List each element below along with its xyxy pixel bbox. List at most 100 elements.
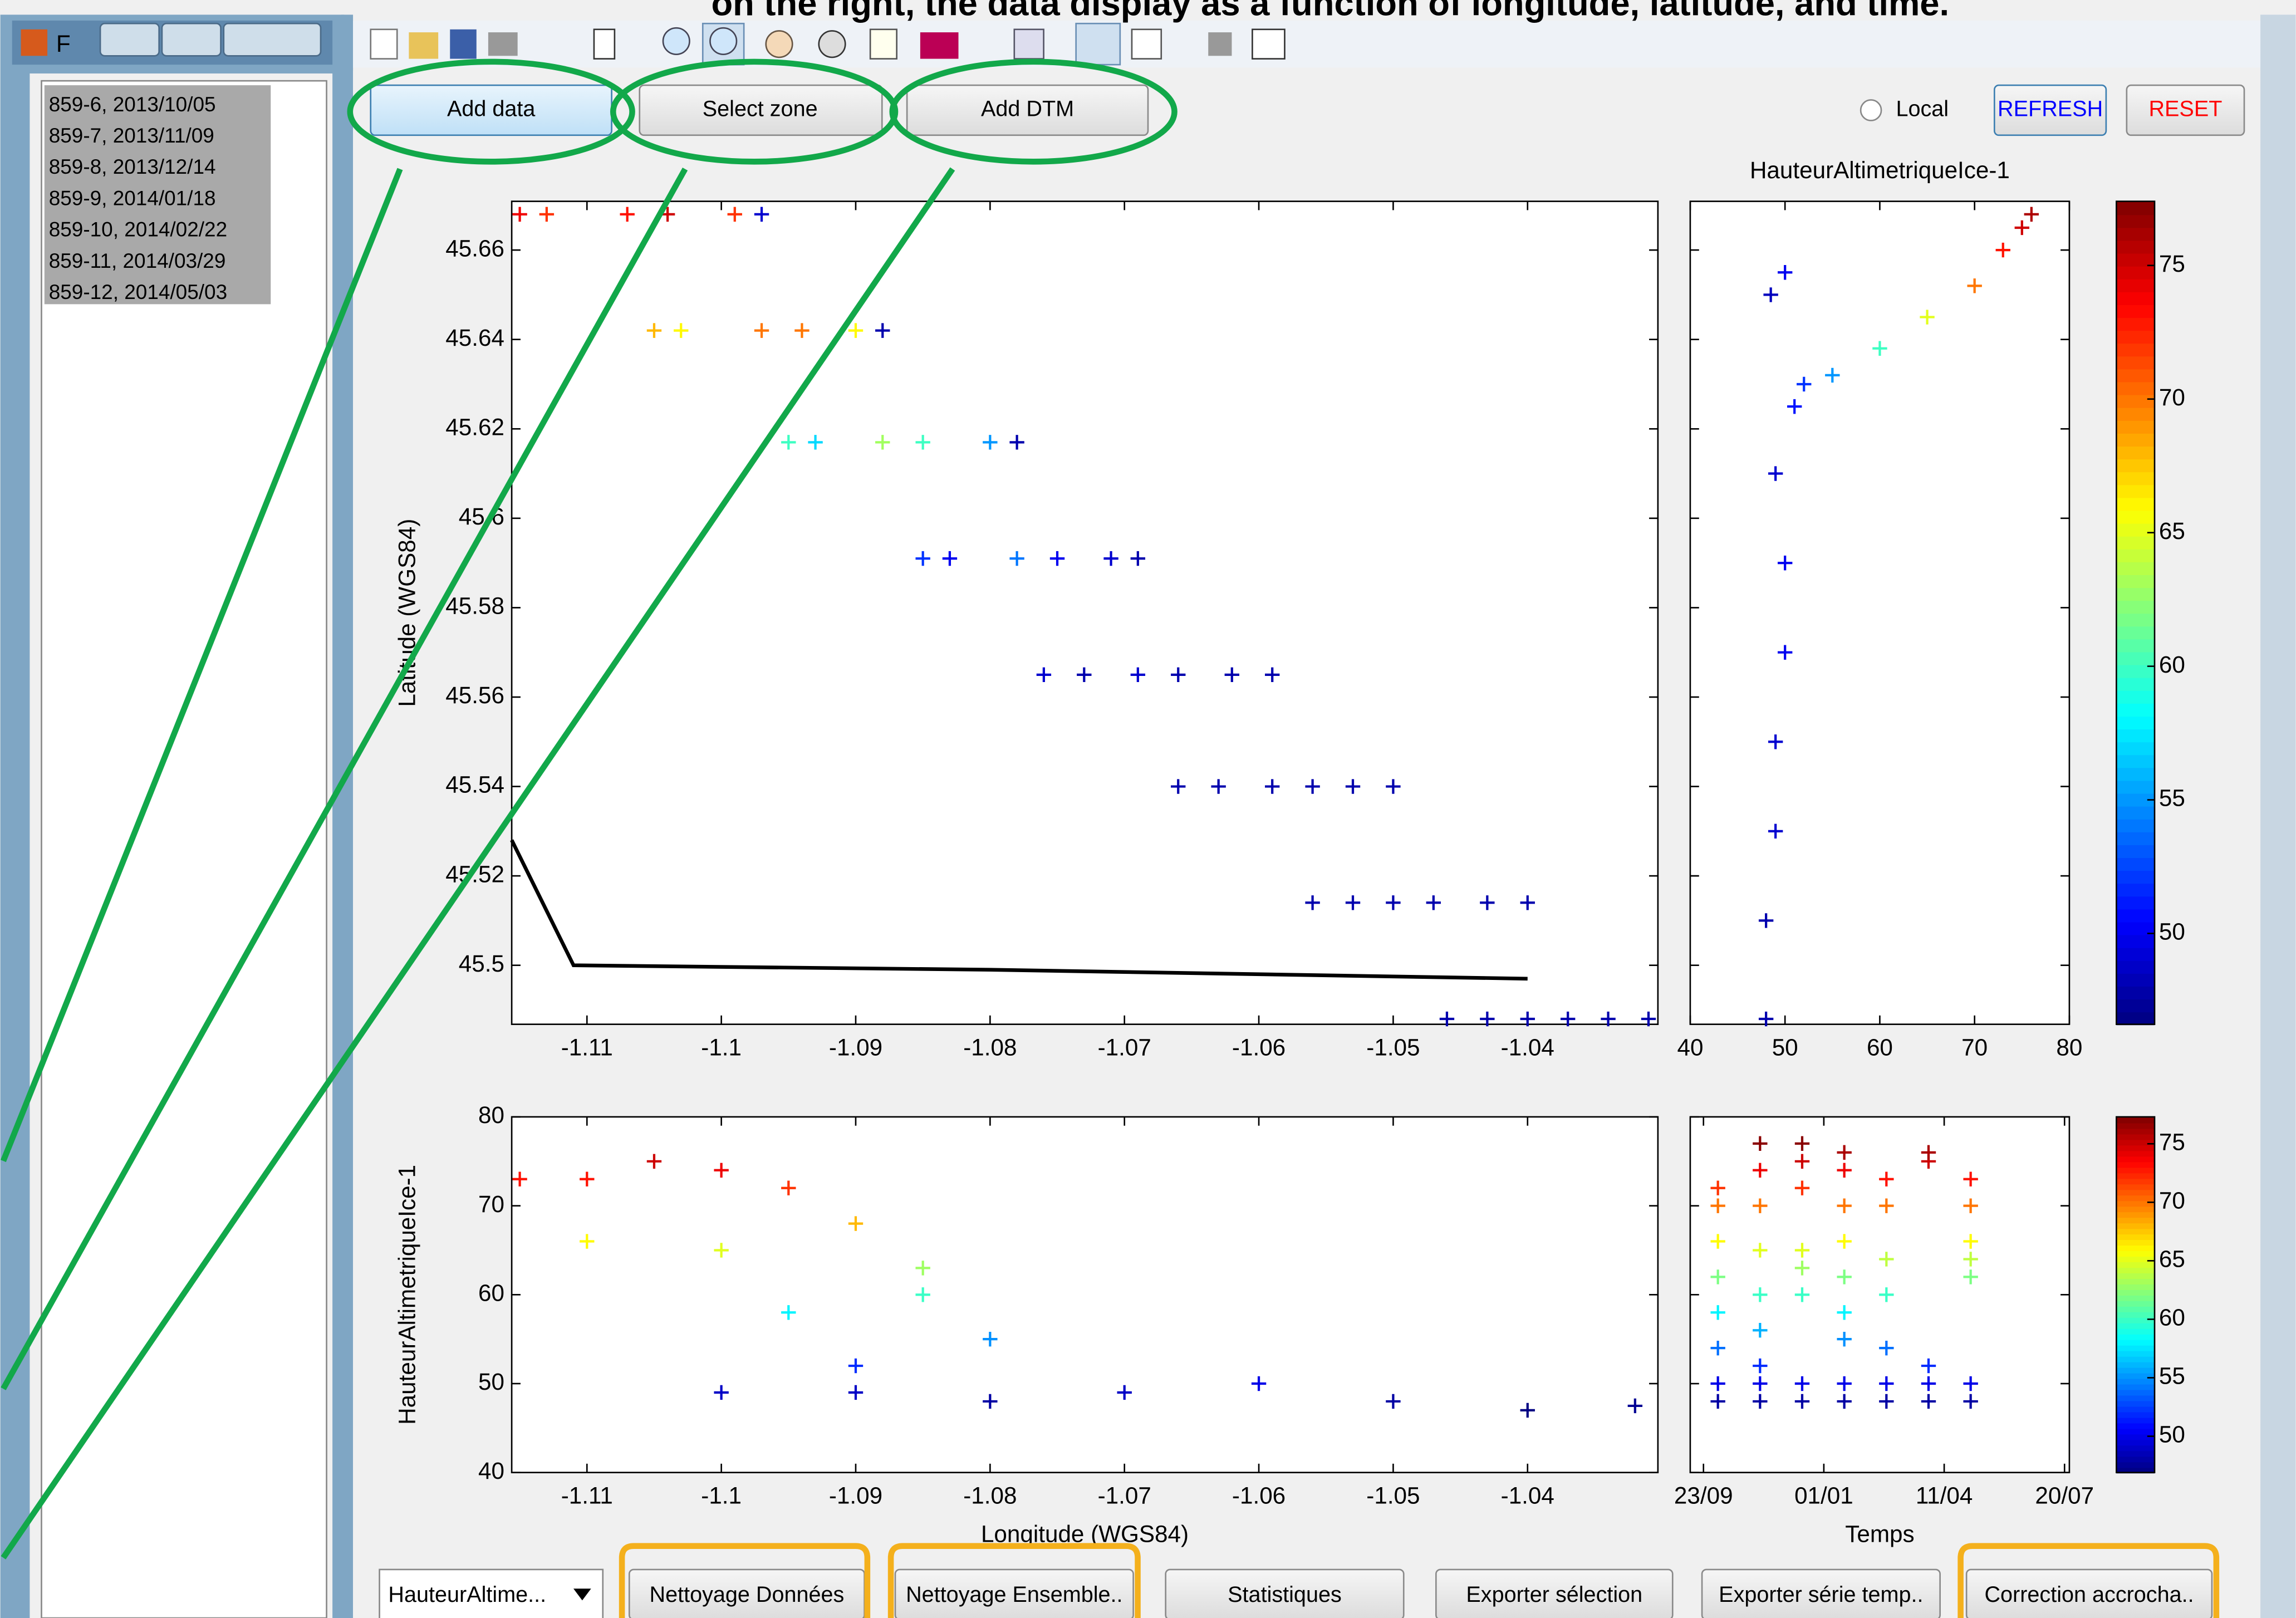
data-point xyxy=(1879,1287,1894,1302)
colorbar-cell xyxy=(2116,1400,2155,1407)
x-tick-label: -1.09 xyxy=(829,1483,882,1509)
data-point xyxy=(942,551,958,566)
x-tick-label: -1.11 xyxy=(561,1483,613,1509)
colorbar-cell xyxy=(2116,484,2155,498)
icon-brush[interactable] xyxy=(920,32,959,59)
colorbar-cell xyxy=(2116,1328,2155,1335)
icon-save[interactable] xyxy=(450,29,477,59)
y-tick-label: 40 xyxy=(478,1458,504,1484)
bottom-button-label: Nettoyage Données xyxy=(650,1582,845,1607)
colorbar-cell xyxy=(2116,1467,2155,1474)
colorbar-cell xyxy=(2116,1455,2155,1463)
plots: -1.11 -1.1 -1.09 -1.08 -1.07 -1.06 -1.05 -1.04 4… xyxy=(394,157,2185,1547)
icon-datatip[interactable] xyxy=(869,28,897,60)
data-point xyxy=(1264,667,1280,683)
maximize-button[interactable] xyxy=(161,22,222,57)
bottom-button[interactable] xyxy=(1965,1568,2213,1618)
x-tick-label: -1.07 xyxy=(1098,1034,1151,1061)
icon-legend[interactable] xyxy=(1131,28,1162,60)
refresh-button[interactable] xyxy=(1993,84,2107,136)
icon-pointer[interactable] xyxy=(593,28,616,60)
icon-colorbar[interactable] xyxy=(1075,22,1121,66)
colorbar-cell xyxy=(2116,433,2155,447)
data-point xyxy=(1130,551,1146,566)
data-point xyxy=(1305,779,1320,794)
local-radio[interactable] xyxy=(1860,99,1882,121)
bottom-button[interactable] xyxy=(1165,1568,1405,1618)
colorbar-cell xyxy=(2116,342,2155,357)
file-listbox[interactable] xyxy=(41,80,327,1618)
minimize-button[interactable] xyxy=(99,22,160,57)
data-point xyxy=(1794,1180,1810,1195)
data-point xyxy=(1837,1376,1852,1391)
x-tick-label: -1.05 xyxy=(1366,1483,1420,1509)
x-tick-label: -1.06 xyxy=(1232,1483,1286,1509)
colorbar-cell xyxy=(2116,227,2155,241)
add-dtm-button[interactable] xyxy=(906,84,1149,136)
annotation-box xyxy=(887,1543,1141,1618)
colorbar-cell xyxy=(2116,1289,2155,1296)
data-point xyxy=(646,1154,662,1169)
data-point xyxy=(512,1171,527,1186)
radio-label: Local xyxy=(1896,96,1949,121)
icon-rotate[interactable] xyxy=(818,30,846,58)
bottom-button[interactable] xyxy=(894,1568,1134,1618)
colorbar-cell xyxy=(2116,779,2155,794)
data-point xyxy=(1837,1305,1852,1320)
axes xyxy=(1689,200,2071,1025)
icon-new[interactable] xyxy=(370,28,398,60)
data-point xyxy=(915,551,930,566)
bottom-button[interactable] xyxy=(1435,1568,1674,1618)
bottom-button[interactable] xyxy=(1701,1568,1941,1618)
data-point xyxy=(1560,1011,1576,1027)
reset-button[interactable] xyxy=(2126,84,2245,136)
data-point xyxy=(848,1216,864,1231)
dropdown-arrow xyxy=(573,1588,591,1601)
select-zone-button[interactable] xyxy=(639,84,883,136)
data-point xyxy=(1710,1198,1725,1213)
icon-pan[interactable] xyxy=(765,30,793,58)
colorbar-cell xyxy=(2116,625,2155,640)
colorbar-cell xyxy=(2116,767,2155,781)
variable-dropdown[interactable] xyxy=(379,1568,604,1618)
icon-zoom-out[interactable] xyxy=(709,27,738,55)
data-point xyxy=(1768,466,1783,481)
colorbar-frame xyxy=(2116,1116,2156,1474)
icon-link[interactable] xyxy=(1013,28,1044,60)
data-point xyxy=(714,1243,729,1258)
button-label: Add data xyxy=(447,96,536,121)
button-label: Add DTM xyxy=(981,96,1074,121)
colorbar-cell xyxy=(2116,1178,2155,1185)
colorbar-cell xyxy=(2116,1150,2155,1157)
icon-hide[interactable] xyxy=(1208,32,1232,56)
colorbar-cell xyxy=(2116,368,2155,383)
data-point xyxy=(1753,1287,1768,1302)
colorbar-cell xyxy=(2116,1261,2155,1268)
orange-annotations xyxy=(619,1543,2220,1618)
y-tick-label: 45.56 xyxy=(445,682,504,708)
left-window-title: F xyxy=(56,31,71,57)
colorbar-cell xyxy=(2116,1250,2155,1257)
icon-zoom-in[interactable] xyxy=(662,27,690,55)
colorbar-cell xyxy=(2116,1233,2155,1241)
y-tick-label: 80 xyxy=(478,1102,504,1128)
close-button[interactable] xyxy=(223,22,322,57)
x-tick-label: -1.1 xyxy=(701,1034,742,1061)
colorbar-tick-label: 75 xyxy=(2159,1129,2185,1155)
icon-print[interactable] xyxy=(488,32,518,56)
data-point xyxy=(1426,895,1441,910)
data-point xyxy=(1211,779,1226,794)
colorbar-cell xyxy=(2116,638,2155,653)
data-point xyxy=(1224,667,1239,683)
data-point xyxy=(1480,895,1495,910)
list-item: 859-11, 2014/03/29 xyxy=(49,249,226,272)
colorbar-cell xyxy=(2116,1161,2155,1168)
icon-open[interactable] xyxy=(409,32,439,59)
colorbar-cell xyxy=(2116,1172,2155,1179)
data-point xyxy=(1520,895,1535,910)
colorbar-cell xyxy=(2116,1283,2155,1290)
icon-show[interactable] xyxy=(1252,28,1286,60)
colorbar-cell xyxy=(2116,1278,2155,1284)
list-item: 859-8, 2013/12/14 xyxy=(49,155,216,178)
caption: on the right, the data display as a func… xyxy=(711,0,1949,23)
